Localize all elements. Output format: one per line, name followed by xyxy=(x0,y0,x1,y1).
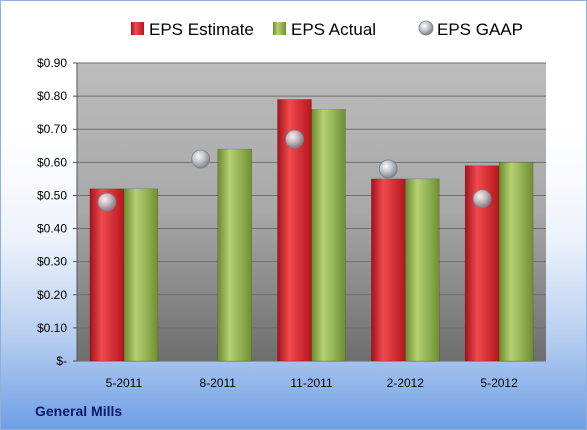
eps-gaap-marker xyxy=(97,192,117,212)
eps-estimate-bar xyxy=(89,188,125,362)
bars xyxy=(89,99,534,362)
x-tick-label: 2-2012 xyxy=(387,376,425,390)
eps-actual-bar xyxy=(311,109,346,362)
y-tick-label: $0.50 xyxy=(37,188,67,202)
y-tick-label: $0.80 xyxy=(37,89,67,103)
y-axis: $- $0.10 $0.20 $0.30 $0.40 $0.50 $0.60 $0.70 $0.… xyxy=(37,56,78,368)
eps-estimate-bar xyxy=(371,178,406,362)
eps-gaap-marker xyxy=(191,149,211,169)
eps-actual-bar xyxy=(405,178,440,362)
legend: EPS Estimate EPS Actual EPS GAAP xyxy=(131,20,523,39)
legend-label: EPS GAAP xyxy=(437,20,523,39)
x-tick-label: 11-2011 xyxy=(290,376,333,390)
eps-actual-bar xyxy=(123,188,159,362)
eps-estimate-legend-swatch xyxy=(131,22,144,35)
y-tick-label: $0.90 xyxy=(37,56,67,70)
y-tick-label: $- xyxy=(56,354,67,368)
legend-label: EPS Actual xyxy=(291,20,376,39)
y-tick-label: $0.70 xyxy=(37,122,67,136)
y-tick-label: $0.40 xyxy=(37,222,67,236)
eps-gaap-legend-swatch xyxy=(418,20,434,36)
eps-gaap-marker xyxy=(378,159,398,179)
x-axis: 5-2011 8-2011 11-2011 2-2012 5-2012 xyxy=(106,376,518,390)
gaap-markers xyxy=(97,129,492,212)
eps-gaap-marker xyxy=(285,129,304,149)
eps-actual-legend-swatch xyxy=(273,22,286,35)
y-tick-label: $0.10 xyxy=(37,321,67,335)
x-tick-label: 8-2011 xyxy=(199,376,236,390)
eps-actual-bar xyxy=(498,162,534,362)
company-name: General Mills xyxy=(35,403,123,419)
x-tick-label: 5-2012 xyxy=(480,376,518,390)
y-tick-label: $0.20 xyxy=(37,288,67,302)
eps-gaap-marker xyxy=(472,189,492,209)
eps-actual-bar xyxy=(217,148,252,362)
x-tick-label: 5-2011 xyxy=(106,376,143,390)
legend-label: EPS Estimate xyxy=(149,20,254,39)
y-tick-label: $0.30 xyxy=(37,255,67,269)
y-tick-label: $0.60 xyxy=(37,155,67,169)
